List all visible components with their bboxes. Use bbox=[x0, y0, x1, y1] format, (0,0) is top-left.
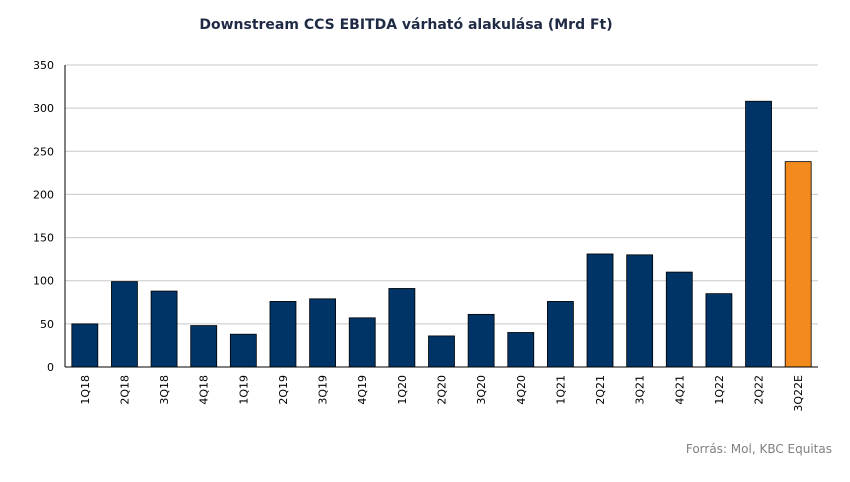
bar bbox=[150, 290, 178, 368]
bar bbox=[190, 325, 218, 368]
x-tick-label: 2Q20 bbox=[436, 375, 449, 405]
y-tick-label: 250 bbox=[33, 145, 54, 158]
x-tick-label: 2Q21 bbox=[594, 375, 607, 405]
bar bbox=[388, 288, 416, 368]
x-tick-label: 1Q20 bbox=[396, 375, 409, 405]
bar bbox=[309, 298, 337, 368]
x-tick-label: 4Q20 bbox=[515, 375, 528, 405]
x-tick-label: 3Q20 bbox=[475, 375, 488, 405]
y-tick-label: 0 bbox=[47, 361, 54, 374]
x-tick-label: 2Q19 bbox=[277, 375, 290, 405]
x-tick-label: 1Q21 bbox=[554, 375, 567, 405]
x-tick-label: 2Q18 bbox=[118, 375, 131, 405]
x-tick-label: 1Q19 bbox=[237, 375, 250, 405]
x-tick-label: 3Q22E bbox=[792, 375, 805, 412]
bar bbox=[626, 254, 654, 368]
bar bbox=[428, 335, 455, 368]
bar bbox=[111, 281, 138, 368]
bar bbox=[71, 323, 99, 368]
x-tick-label: 4Q21 bbox=[673, 375, 686, 405]
y-tick-label: 100 bbox=[33, 275, 54, 288]
bar bbox=[665, 271, 693, 368]
x-tick-label: 2Q22 bbox=[753, 375, 766, 405]
y-tick-label: 300 bbox=[33, 102, 54, 115]
bar bbox=[546, 301, 574, 368]
x-tick-label: 1Q18 bbox=[79, 375, 92, 405]
x-tick-label: 3Q19 bbox=[317, 375, 330, 405]
bar bbox=[745, 100, 772, 368]
x-tick-label: 3Q21 bbox=[634, 375, 647, 405]
chart-title: Downstream CCS EBITDA várható alakulása … bbox=[199, 17, 613, 33]
bar bbox=[784, 161, 812, 368]
y-tick-label: 200 bbox=[33, 188, 54, 201]
x-tick-label: 4Q19 bbox=[356, 375, 369, 405]
y-tick-label: 350 bbox=[33, 59, 54, 72]
bar bbox=[467, 313, 495, 368]
y-tick-label: 50 bbox=[40, 318, 54, 331]
x-tick-label: 1Q22 bbox=[713, 375, 726, 405]
bar bbox=[586, 253, 614, 368]
source-note: Forrás: Mol, KBC Equitas bbox=[685, 442, 832, 456]
bar bbox=[229, 333, 257, 368]
bar bbox=[348, 317, 376, 368]
x-tick-label: 4Q18 bbox=[198, 375, 211, 405]
y-tick-label: 150 bbox=[33, 232, 54, 245]
x-tick-label: 3Q18 bbox=[158, 375, 171, 405]
bar bbox=[507, 332, 535, 368]
bar bbox=[269, 301, 297, 368]
bar bbox=[705, 293, 733, 368]
